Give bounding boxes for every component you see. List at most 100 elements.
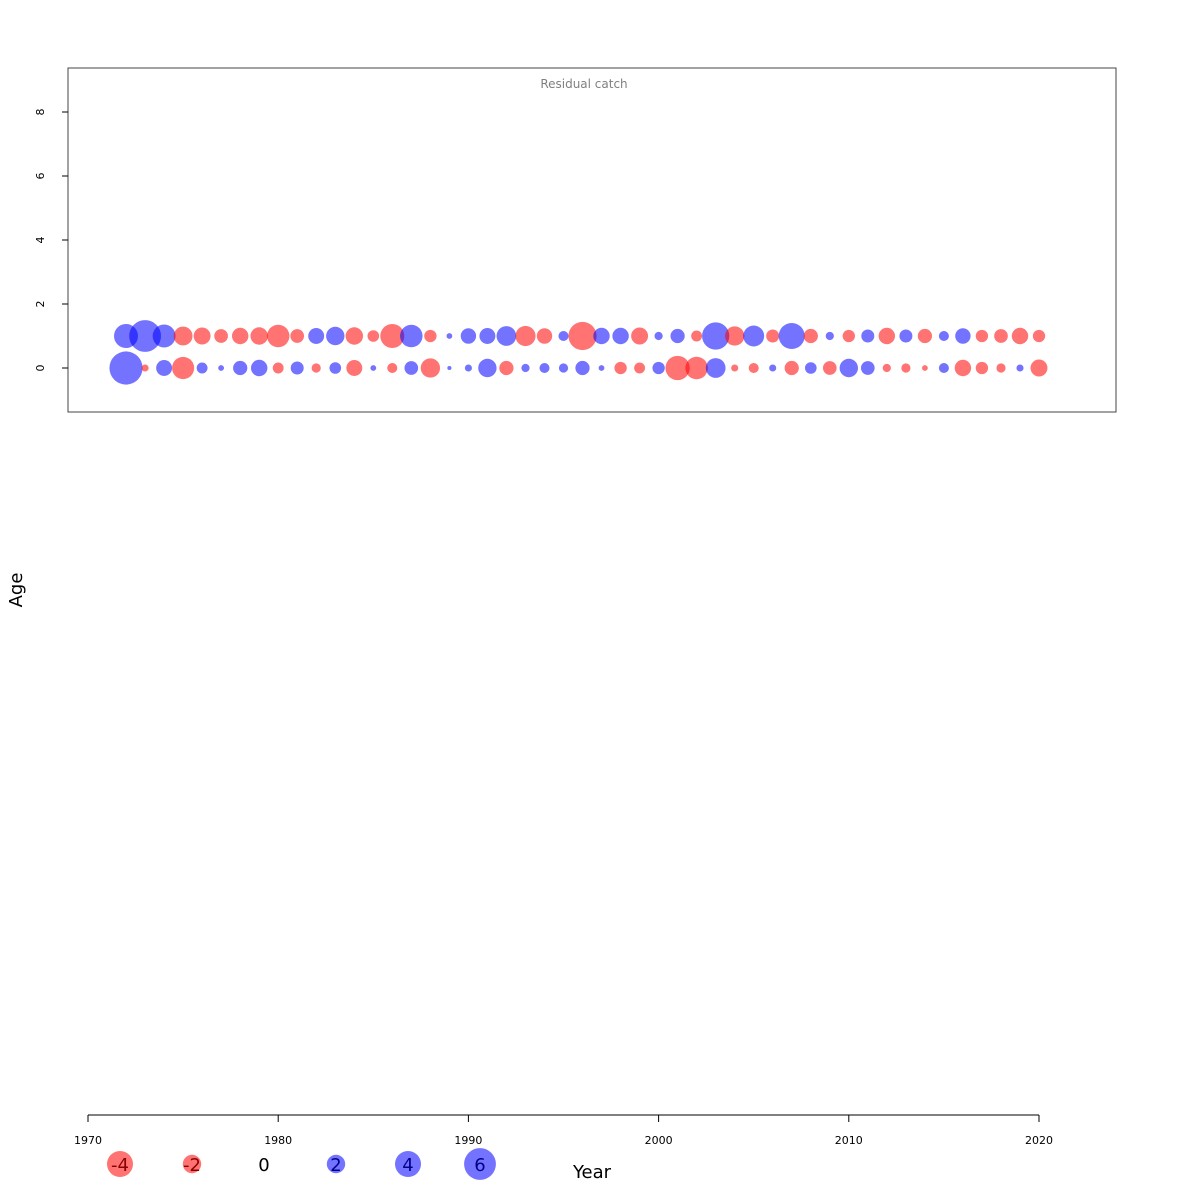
x-tick-label: 1980 xyxy=(264,1134,292,1147)
residual-bubble xyxy=(899,329,913,343)
residual-bubble xyxy=(860,361,875,375)
residual-bubble xyxy=(156,360,173,376)
legend-label: 0 xyxy=(258,1155,269,1176)
residual-bubble xyxy=(460,328,477,344)
residual-bubble xyxy=(141,364,149,372)
residual-bubble xyxy=(479,328,496,344)
residual-bubble xyxy=(420,358,441,378)
residual-bubble xyxy=(691,330,703,342)
residual-bubble xyxy=(769,364,777,372)
residual-bubble xyxy=(996,363,1006,373)
residual-bubble xyxy=(152,324,176,348)
residual-bubble xyxy=(917,328,933,344)
residual-bubble xyxy=(725,326,745,346)
residual-bubble xyxy=(367,330,380,342)
residual-bubble xyxy=(308,328,325,344)
residual-bubble xyxy=(878,327,896,345)
legend-bubble xyxy=(326,1154,346,1174)
residual-bubble xyxy=(938,362,949,374)
residual-bubble xyxy=(266,324,290,348)
residual-bubble xyxy=(921,365,928,371)
residual-bubble xyxy=(346,360,363,376)
residual-bubble xyxy=(778,323,805,349)
residual-bubble xyxy=(172,356,195,380)
residual-bubble xyxy=(345,327,364,345)
x-axis-title: Year xyxy=(572,1162,612,1183)
residual-bubble xyxy=(685,356,708,380)
y-tick-label: 0 xyxy=(34,365,47,372)
residual-bubble xyxy=(784,360,799,376)
legend-label: 6 xyxy=(474,1155,485,1176)
x-tick-label: 2020 xyxy=(1025,1134,1053,1147)
y-axis-title: Age xyxy=(6,573,27,608)
residual-bubble xyxy=(575,360,590,376)
legend-label: -4 xyxy=(111,1155,129,1176)
panel-title: Residual catch xyxy=(540,77,627,91)
residual-bubble xyxy=(380,324,405,348)
residual-bubble xyxy=(464,364,472,372)
residual-bubble xyxy=(387,362,398,374)
residual-bubble xyxy=(842,329,855,343)
residual-bubble xyxy=(400,324,423,348)
legend-label: 2 xyxy=(330,1155,341,1176)
residual-bubble xyxy=(193,327,211,345)
residual-bubble xyxy=(803,328,818,344)
residual-bubble xyxy=(539,362,550,374)
residual-bubble xyxy=(515,325,536,347)
residual-bubble xyxy=(499,360,514,376)
residual-bubble xyxy=(424,329,437,343)
y-tick-label: 4 xyxy=(34,237,47,244)
residual-bubble xyxy=(129,320,162,352)
residual-bubble xyxy=(743,325,765,347)
residual-bubble xyxy=(654,331,663,341)
residual-bubble xyxy=(521,363,530,373)
residual-bubble xyxy=(670,328,685,344)
residual-bubble xyxy=(975,329,989,343)
residual-bubble xyxy=(290,329,305,343)
residual-bubble xyxy=(614,361,627,375)
residual-bubble xyxy=(250,327,268,345)
residual-bubble xyxy=(705,358,726,378)
residual-bubble xyxy=(822,361,837,375)
residual-bubble xyxy=(478,358,497,378)
residual-bubble xyxy=(218,365,225,371)
residual-bubble xyxy=(665,355,690,381)
residual-bubble xyxy=(882,363,891,373)
residual-bubble xyxy=(558,363,569,373)
residual-bubble xyxy=(272,362,284,374)
residual-bubble xyxy=(598,365,605,371)
residual-bubble xyxy=(233,360,248,376)
residual-bubble xyxy=(109,351,143,385)
legend-label: -2 xyxy=(183,1155,201,1176)
residual-bubble xyxy=(766,329,780,343)
residual-bubble xyxy=(496,326,517,346)
legend-bubble xyxy=(395,1151,421,1177)
y-tick-label: 2 xyxy=(34,301,47,308)
residual-bubble xyxy=(975,361,989,375)
residual-bubble xyxy=(290,361,304,375)
residual-bubble xyxy=(612,327,629,345)
residual-bubble xyxy=(196,362,208,374)
residual-bubble xyxy=(447,365,452,371)
residual-bubble xyxy=(1016,364,1024,372)
residual-bubble xyxy=(994,329,1008,343)
residual-bubble xyxy=(1032,329,1046,343)
residual-bubble xyxy=(1030,359,1048,377)
residual-bubble xyxy=(536,328,553,344)
residual-bubble xyxy=(250,359,268,377)
residual-bubble xyxy=(861,329,875,343)
legend-bubble xyxy=(464,1148,496,1180)
residual-bubble xyxy=(558,330,569,342)
residual-bubble xyxy=(214,329,228,343)
residual-bubble xyxy=(568,321,597,351)
residual-bubble xyxy=(731,364,739,372)
residual-bubble xyxy=(593,327,610,345)
y-tick-label: 6 xyxy=(34,173,47,180)
residual-bubble xyxy=(825,331,834,341)
residual-bubble xyxy=(955,328,971,344)
residual-bubble xyxy=(634,362,646,374)
legend-bubble xyxy=(182,1154,202,1174)
residual-bubble xyxy=(326,326,345,346)
panel-frame xyxy=(67,67,1117,413)
